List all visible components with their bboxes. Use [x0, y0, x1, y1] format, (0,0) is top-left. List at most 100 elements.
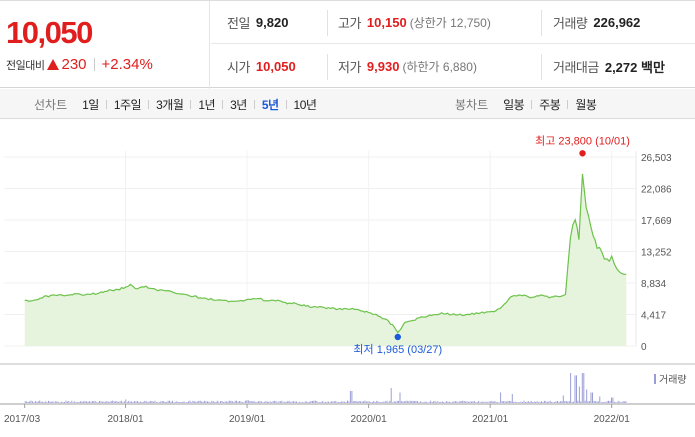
low-price-value: 9,930 [366, 59, 400, 74]
volume-bar [570, 373, 572, 403]
period-1w[interactable]: 1주일 [113, 97, 142, 112]
divider [541, 54, 542, 80]
volume-bar [188, 401, 189, 403]
volume-bar [126, 402, 128, 403]
volume-bar [584, 400, 586, 403]
volume-bar [122, 402, 124, 403]
volume-bar [398, 400, 399, 403]
volume-bar [239, 401, 241, 403]
y-axis-ticks: 26,503 22,086 17,669 13,252 8,834 4,417 0 [641, 153, 672, 353]
volume-bar [533, 401, 535, 403]
volume-bar [252, 401, 254, 403]
volume-bar [285, 402, 287, 403]
volume-bar [330, 401, 332, 403]
period-3m[interactable]: 3개월 [156, 97, 184, 112]
volume-bar [365, 401, 367, 403]
open-price-value: 10,050 [255, 59, 296, 74]
volume-bar [139, 401, 141, 403]
low-price: 저가 9,930 (하한가 6,880) [338, 45, 477, 88]
volume-bar [214, 402, 216, 403]
volume-bar [345, 402, 347, 403]
volume-bar [578, 386, 580, 403]
volume-bar [62, 402, 64, 403]
volume-bar [603, 401, 605, 403]
volume-bar [468, 401, 469, 403]
x-axis-ticks: 2017/03 2018/01 2019/01 2020/01 2021/01 2022/… [4, 404, 630, 425]
volume-bar [438, 402, 440, 403]
volume-bar [314, 400, 316, 403]
high-marker [579, 150, 586, 157]
volume-bar [548, 401, 550, 403]
volume-bar [34, 401, 36, 403]
volume-bar [434, 401, 436, 403]
volume-bar [81, 401, 83, 403]
volume-bar [535, 401, 537, 403]
volume-bar [527, 401, 529, 403]
volume-bar [399, 392, 401, 403]
volume-bar [109, 401, 111, 403]
open-price-label: 시가 [227, 60, 250, 75]
volume-bar [293, 401, 294, 403]
volume-bar [58, 402, 60, 403]
candle-monthly[interactable]: 월봉 [575, 97, 597, 112]
volume-bar [433, 401, 434, 403]
volume-bar [313, 400, 315, 403]
volume-bar [382, 402, 383, 403]
volume-bar [278, 401, 280, 403]
price-chart[interactable]: 26,503 22,086 17,669 13,252 8,834 4,417 0 최고 2… [0, 120, 695, 437]
volume-bar [120, 400, 122, 403]
candle-daily[interactable]: 일봉 [503, 97, 525, 112]
volume-bar [508, 400, 510, 403]
volume-bar [344, 401, 346, 403]
volume-bar [193, 401, 195, 403]
volume-bar [244, 400, 246, 403]
volume-bar [511, 394, 513, 403]
volume-bar [624, 401, 626, 403]
volume-bar [506, 401, 507, 403]
volume-bar [102, 401, 103, 403]
volume-legend: 거래량 [659, 374, 687, 386]
volume-bar [552, 402, 554, 403]
volume-bar [104, 401, 106, 403]
volume-bar [392, 402, 394, 403]
candle-weekly[interactable]: 주봉 [539, 97, 561, 112]
volume-bar [169, 400, 170, 403]
volume-bar [33, 402, 35, 403]
volume-bar [396, 400, 398, 403]
period-5y[interactable]: 5년 [261, 97, 279, 112]
period-1y[interactable]: 1년 [198, 97, 216, 112]
volume-bar [352, 401, 354, 403]
low-marker [394, 333, 401, 341]
volume: 거래량 226,962 [553, 1, 640, 44]
volume-bar [419, 401, 421, 403]
volume-bar [288, 400, 290, 403]
volume-bar [310, 401, 312, 403]
volume-bar [230, 400, 232, 403]
volume-bar [242, 402, 243, 403]
volume-value: 226,962 [593, 15, 641, 30]
volume-bar [492, 401, 494, 403]
volume-bar [567, 401, 569, 403]
volume-bar [611, 397, 612, 403]
volume-bar [132, 402, 134, 403]
volume-bar [182, 401, 184, 403]
volume-bar [478, 400, 480, 403]
divider [531, 99, 533, 109]
volume-bars [24, 373, 627, 403]
volume-bar [371, 402, 373, 403]
divider [327, 10, 328, 36]
volume-bar [137, 401, 138, 403]
volume-bar [625, 401, 627, 403]
period-1d[interactable]: 1일 [82, 97, 99, 112]
volume-bar [67, 401, 68, 403]
volume-bar [462, 400, 464, 403]
change-label: 전일대비 [6, 59, 45, 72]
period-10y[interactable]: 10년 [293, 97, 317, 112]
volume-bar [277, 402, 278, 403]
volume-bar [383, 401, 385, 403]
volume-bar [262, 402, 264, 403]
period-3y[interactable]: 3년 [230, 97, 247, 112]
prev-close: 전일 9,820 [227, 1, 288, 44]
volume-bar [517, 402, 519, 403]
volume-bar [602, 402, 604, 403]
